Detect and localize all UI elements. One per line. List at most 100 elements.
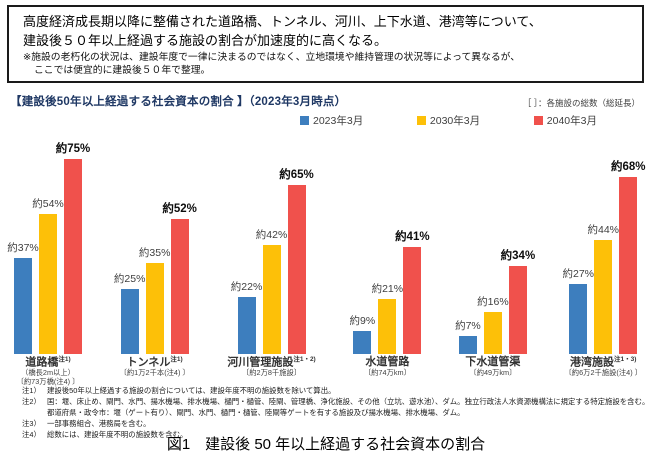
bar-column: 約22%	[231, 281, 262, 354]
category-footnote-ref: 注1・3)	[614, 356, 637, 363]
category-name: 道路橋注1)	[25, 356, 71, 369]
bar-value-label: 約65%	[279, 169, 314, 181]
bar-2030年3月	[145, 263, 164, 354]
chart-group-6: 約27% 約44% 約68% 港湾施設注1・3) 〔約6万2千施設(注4) 〕	[562, 134, 646, 386]
footnote-4: 注4） 総数には、建設年度不明の施設数を含む。	[22, 429, 646, 440]
bar-column: 約35%	[139, 247, 170, 354]
footnote-label: 注4）	[22, 430, 41, 440]
bar-2023年3月	[237, 297, 256, 354]
category-subline: 〔約6万2千施設(注4) 〕	[564, 368, 642, 378]
category-name: 河川管理施設注1・2)	[227, 356, 316, 369]
chart-group-1: 約37% 約54% 約75% 道路橋注1) （橋長2m以上） 〔約73万橋(注4) 〕	[7, 134, 90, 386]
bar-value-label: 約7%	[455, 320, 481, 332]
chart-header: 【建設後50年以上経過する社会資本の割合 】（2023年3月時点） ［ ］：各施…	[10, 93, 640, 109]
legend-label: 2030年3月	[429, 115, 481, 127]
bar-2023年3月	[353, 331, 372, 354]
category-name: 下水道管渠	[465, 356, 521, 368]
category-label: 下水道管渠 〔約49万km〕	[465, 356, 520, 377]
bar-column: 約7%	[455, 320, 481, 354]
bar-column: 約34%	[501, 250, 535, 354]
bar-column: 約9%	[349, 315, 375, 354]
legend-item-2: 2030年3月	[416, 113, 481, 128]
bar-2023年3月	[569, 284, 588, 354]
footnote-line: 都道府県・政令市：堰（ゲート有り）、閘門、水門、樋門・樋管、陸閘等ゲートを有する…	[47, 408, 465, 418]
legend-item-1: 2023年3月	[300, 113, 363, 128]
legend-swatch-icon	[416, 116, 426, 125]
figure-caption: 図1 建設後 50 年以上経過する社会資本の割合	[166, 436, 486, 453]
bar-value-label: 約75%	[55, 143, 91, 155]
bar-2030年3月	[378, 299, 397, 354]
bar-2040年3月	[64, 159, 82, 354]
bar-column: 約27%	[562, 268, 594, 354]
footnote-line: 国：堰、床止め、閘門、水門、揚水機場、排水機場、樋門・樋管、陸閘、管理橋、浄化施…	[47, 397, 650, 407]
category-label: 水道管路 〔約74万km〕	[364, 356, 411, 377]
bar-column: 約44%	[587, 224, 619, 354]
category-subline: 〔約74万km〕	[363, 367, 411, 377]
summary-line-1: 高度経済成長期以降に整備された道路橋、トンネル、河川、上下水道、港湾等について、	[23, 14, 542, 29]
category-subline: 〔約2万8千施設〕	[241, 368, 302, 378]
bar-2030年3月	[262, 245, 281, 354]
bar-column: 約21%	[372, 283, 403, 354]
bar-column: 約54%	[32, 198, 64, 354]
footnote-label: 注2）	[22, 397, 41, 407]
bar-2023年3月	[14, 258, 32, 354]
category-subline: 〔約1万2千本(注4) 〕	[119, 368, 190, 378]
bar-value-label: 約41%	[395, 231, 430, 243]
category-subline: 〔約73万橋(注4) 〕	[16, 376, 80, 386]
bar-value-label: 約37%	[7, 242, 39, 254]
bar-value-label: 約21%	[371, 283, 404, 295]
bar-column: 約52%	[162, 203, 197, 354]
bar-cluster: 約22% 約42% 約65%	[231, 134, 314, 354]
bar-value-label: 約22%	[230, 281, 263, 293]
bar-value-label: 約35%	[138, 247, 171, 259]
bar-chart: 約37% 約54% 約75% 道路橋注1) （橋長2m以上） 〔約73万橋(注4) 〕 約2…	[7, 134, 646, 386]
category-subline: （橋長2m以上）	[21, 368, 75, 378]
bar-2040年3月	[619, 177, 638, 354]
bracket-legend-note: ［ ］：各施設の総数（総延長）	[522, 98, 640, 108]
bar-cluster: 約9% 約21% 約41%	[349, 134, 430, 354]
category-label: 港湾施設注1・3) 〔約6万2千施設(注4) 〕	[565, 356, 642, 378]
footnote-text: 建設後50年以上経過する施設の割合については、建設年度不明の施設数を除いて算出。	[47, 385, 335, 396]
legend-swatch-icon	[533, 116, 543, 125]
bar-column: 約75%	[56, 143, 90, 354]
bar-column: 約42%	[256, 229, 287, 354]
summary-note-1: ※施設の老朽化の状況は、建設年度で一律に決まるのではなく、立地環境や維持管理の状…	[23, 51, 521, 63]
chart-group-5: 約7% 約16% 約34% 下水道管渠 〔約49万km〕	[455, 134, 535, 386]
chart-legend: 2023年3月 2030年3月 2040年3月	[300, 113, 597, 128]
bar-cluster: 約27% 約44% 約68%	[562, 134, 646, 354]
summary-note-2: ここでは便宜的に建設後５０年で整理。	[34, 65, 211, 77]
bar-column: 約65%	[279, 169, 314, 354]
category-subline: 〔約49万km〕	[469, 367, 517, 377]
bar-value-label: 約16%	[477, 296, 509, 308]
footnote-2: 注2） 国：堰、床止め、閘門、水門、揚水機場、排水機場、樋門・樋管、陸閘、管理橋、…	[22, 396, 650, 418]
chart-group-4: 約9% 約21% 約41% 水道管路 〔約74万km〕	[349, 134, 430, 386]
bar-value-label: 約54%	[32, 198, 64, 210]
bar-column: 約16%	[477, 296, 509, 354]
bar-value-label: 約25%	[113, 273, 146, 285]
bar-column: 約37%	[7, 242, 39, 354]
category-name: トンネル注1)	[126, 356, 183, 369]
category-label: トンネル注1) 〔約1万2千本(注4) 〕	[120, 356, 190, 378]
footnote-1: 注1） 建設後50年以上経過する施設の割合については、建設年度不明の施設数を除いて…	[22, 385, 646, 396]
bar-2030年3月	[594, 240, 613, 354]
category-name: 水道管路	[365, 356, 410, 368]
bar-value-label: 約27%	[562, 268, 594, 280]
chart-group-2: 約25% 約35% 約52% トンネル注1) 〔約1万2千本(注4) 〕	[114, 134, 197, 386]
bar-2040年3月	[403, 247, 422, 354]
bar-column: 約68%	[611, 161, 646, 354]
bar-value-label: 約68%	[610, 161, 646, 173]
bar-2040年3月	[287, 185, 306, 354]
category-footnote-ref: 注1)	[58, 356, 71, 363]
bar-value-label: 約42%	[255, 229, 288, 241]
summary-box: 高度経済成長期以降に整備された道路橋、トンネル、河川、上下水道、港湾等について、…	[7, 5, 644, 83]
chart-title: 【建設後50年以上経過する社会資本の割合 】（2023年3月時点）	[10, 96, 347, 108]
bar-value-label: 約34%	[500, 250, 536, 262]
legend-item-3: 2040年3月	[533, 113, 597, 128]
footnotes: 注1） 建設後50年以上経過する施設の割合については、建設年度不明の施設数を除いて…	[22, 385, 650, 441]
footnote-line: 総数には、建設年度不明の施設数を含む。	[47, 430, 188, 440]
bar-cluster: 約7% 約16% 約34%	[455, 134, 535, 354]
legend-label: 2023年3月	[313, 115, 364, 127]
bar-2040年3月	[170, 219, 189, 354]
bar-cluster: 約37% 約54% 約75%	[7, 134, 90, 354]
footnote-line: 建設後50年以上経過する施設の割合については、建設年度不明の施設数を除いて算出。	[47, 386, 336, 395]
